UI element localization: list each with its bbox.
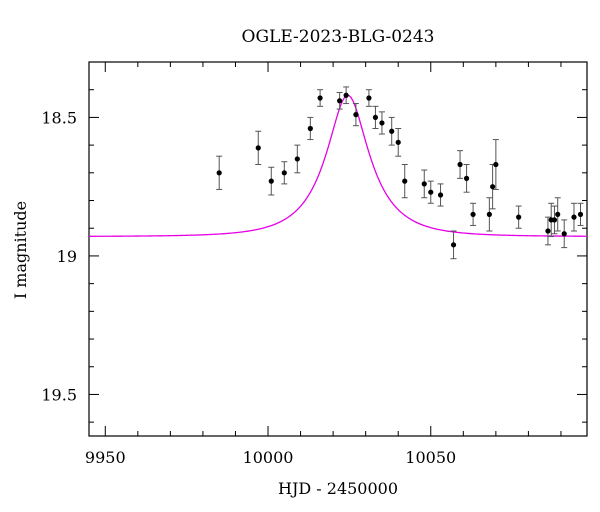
data-point: [463, 175, 470, 181]
data-point: [437, 192, 444, 198]
x-tick-label: 10050: [405, 448, 456, 467]
data-point: [343, 92, 349, 98]
data-point: [307, 125, 313, 132]
x-tick-label: 9950: [85, 448, 126, 467]
y-tick-label: 19.5: [41, 385, 77, 404]
model-curve: [89, 94, 588, 237]
data-point: [545, 228, 551, 234]
data-point: [216, 170, 222, 176]
data-point: [294, 156, 300, 162]
data-point: [470, 211, 476, 217]
y-axis-label: I magnitude: [11, 201, 30, 299]
x-axis-label: HJD - 2450000: [278, 479, 398, 498]
chart-title: OGLE-2023-BLG-0243: [242, 27, 435, 47]
data-point: [402, 178, 408, 184]
data-point: [255, 145, 261, 151]
data-point: [551, 217, 558, 223]
error-bars: [216, 86, 584, 260]
data-point: [281, 170, 287, 176]
data-point: [516, 214, 522, 220]
data-point: [450, 242, 457, 248]
data-point: [421, 181, 427, 187]
data-point: [379, 120, 385, 126]
data-point: [490, 184, 496, 190]
data-point: [577, 211, 584, 217]
plot-frame: [88, 61, 588, 437]
data-point: [486, 211, 492, 217]
data-point: [561, 231, 567, 237]
data-point: [337, 98, 343, 104]
data-point: [353, 112, 359, 118]
data-point: [571, 214, 577, 220]
data-point: [317, 95, 323, 101]
data-point: [555, 211, 561, 217]
data-points: [216, 92, 584, 248]
axis-ticks: [89, 61, 587, 436]
tick-labels: 9950 10000 10050 18.5 19 19.5: [41, 108, 456, 467]
data-point: [268, 178, 274, 184]
y-tick-label: 19: [57, 247, 77, 266]
data-point: [493, 161, 499, 168]
data-point: [457, 161, 463, 168]
data-point: [366, 95, 372, 101]
y-tick-label: 18.5: [41, 108, 77, 127]
x-tick-label: 10000: [243, 448, 294, 467]
data-point: [389, 128, 395, 134]
data-point: [428, 189, 434, 195]
data-point: [395, 139, 401, 145]
data-point: [372, 114, 379, 121]
